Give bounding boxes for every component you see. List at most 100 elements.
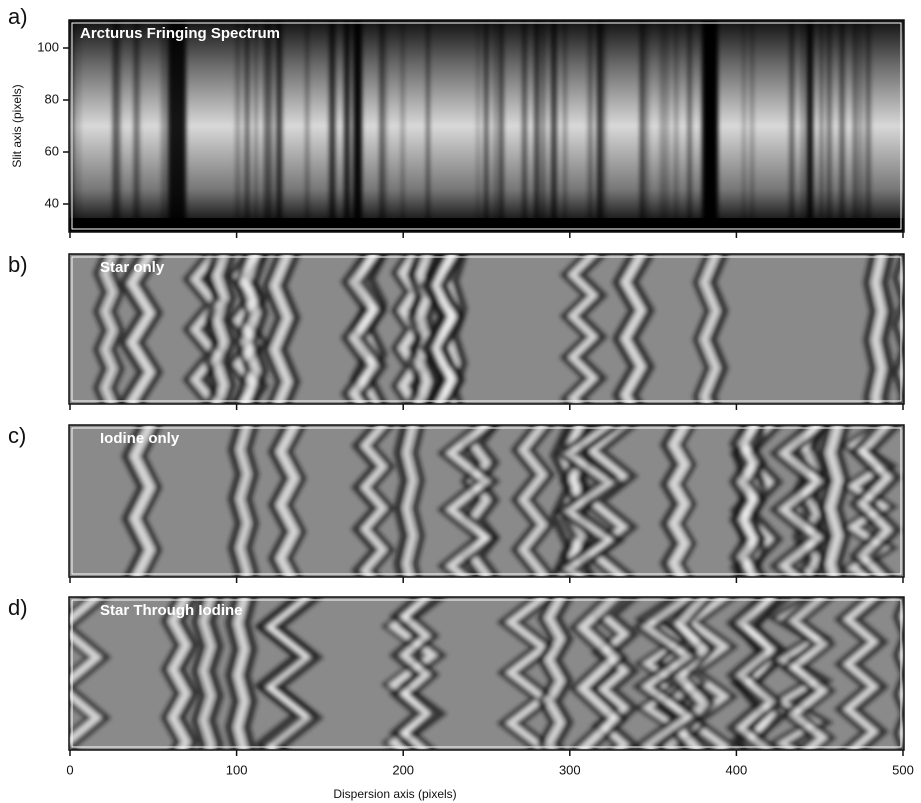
absorption-line (255, 20, 258, 232)
absorption-line (329, 20, 336, 232)
fringe (276, 425, 299, 577)
fringe (160, 597, 181, 750)
absorption-line (789, 20, 794, 232)
absorption-line (809, 20, 814, 232)
fringe (709, 254, 729, 404)
fringe (406, 254, 423, 404)
absorption-line (534, 20, 540, 232)
fringe (111, 254, 125, 404)
panel-label: d) (8, 595, 28, 620)
fringe (866, 425, 903, 577)
fringe (745, 597, 785, 750)
absorption-line (267, 20, 274, 232)
fringe (817, 425, 833, 577)
fringe (871, 254, 886, 404)
fringe (140, 425, 163, 577)
panel-frame-inner (71, 256, 902, 402)
absorption-line (345, 20, 349, 232)
fringe (851, 597, 889, 750)
fringe (880, 254, 895, 404)
absorption-line (161, 20, 167, 232)
fringe (798, 597, 837, 750)
fringe (477, 425, 501, 577)
fringe (270, 254, 292, 404)
fringe (389, 597, 423, 750)
fringes (92, 254, 904, 404)
fringe (208, 597, 224, 750)
fringe (415, 254, 431, 404)
absorption-line (806, 20, 812, 232)
absorption-line (381, 20, 387, 232)
fringe (234, 597, 249, 750)
panel-frame-inner (71, 22, 902, 230)
fringe (265, 597, 314, 750)
fringe (168, 597, 190, 750)
panel-frame (68, 253, 905, 405)
absorption-line (826, 20, 832, 232)
fringe (536, 597, 555, 750)
y-tick-label: 60 (45, 143, 59, 158)
fringe (629, 254, 655, 404)
fringe (118, 254, 146, 404)
fringe (611, 254, 637, 404)
fringe (668, 425, 690, 577)
fringe (443, 254, 463, 404)
fringe (423, 254, 447, 404)
absorption-lines (69, 20, 871, 232)
panel-image (69, 425, 904, 577)
fringe (224, 597, 240, 750)
fringe (747, 425, 768, 577)
fringe (455, 425, 501, 577)
absorption-line (865, 20, 871, 232)
fringe (728, 425, 750, 577)
absorption-line (493, 20, 497, 232)
fringe (245, 425, 260, 577)
panel-title: Iodine only (100, 430, 180, 447)
y-tick-label: 80 (45, 91, 59, 106)
fringe (641, 597, 695, 750)
fringe (69, 597, 93, 738)
fringe (350, 425, 379, 577)
fringes (69, 597, 904, 750)
fringe (69, 597, 104, 750)
absorption-line (551, 20, 557, 232)
fringe (237, 425, 250, 577)
y-tick-label: 40 (45, 195, 59, 210)
absorption-line (498, 20, 501, 232)
fringe (701, 254, 720, 404)
fringe (69, 597, 112, 750)
fringe (738, 425, 759, 577)
fringe (127, 254, 155, 404)
absorption-line (244, 20, 250, 232)
fringe (576, 254, 608, 404)
absorption-line (426, 20, 430, 232)
fringe (892, 254, 904, 404)
fringe (863, 254, 877, 404)
fringe (399, 597, 431, 750)
panel-frame (68, 19, 905, 233)
fringe (684, 597, 717, 750)
absorption-line (484, 20, 489, 232)
fringe (130, 425, 155, 577)
fringe (182, 254, 211, 404)
fringe (892, 597, 904, 750)
fringe (553, 425, 609, 577)
x-axis-label: Dispersion axis (pixels) (333, 787, 456, 801)
panel-frame-inner (71, 427, 902, 575)
y-axis-label: Slit axis (pixels) (10, 84, 24, 167)
bottom-band (69, 218, 904, 232)
absorption-line (674, 20, 678, 232)
absorption-line (665, 20, 669, 232)
fringe (510, 425, 538, 577)
fringe (358, 254, 388, 404)
fringe (651, 597, 703, 750)
panel-image (69, 254, 904, 404)
absorption-line (564, 20, 566, 232)
absorption-line (77, 20, 80, 232)
absorption-line (263, 20, 270, 232)
fringe (553, 597, 574, 750)
fringe (408, 597, 440, 750)
fringes (121, 425, 903, 577)
fringe (255, 597, 306, 750)
